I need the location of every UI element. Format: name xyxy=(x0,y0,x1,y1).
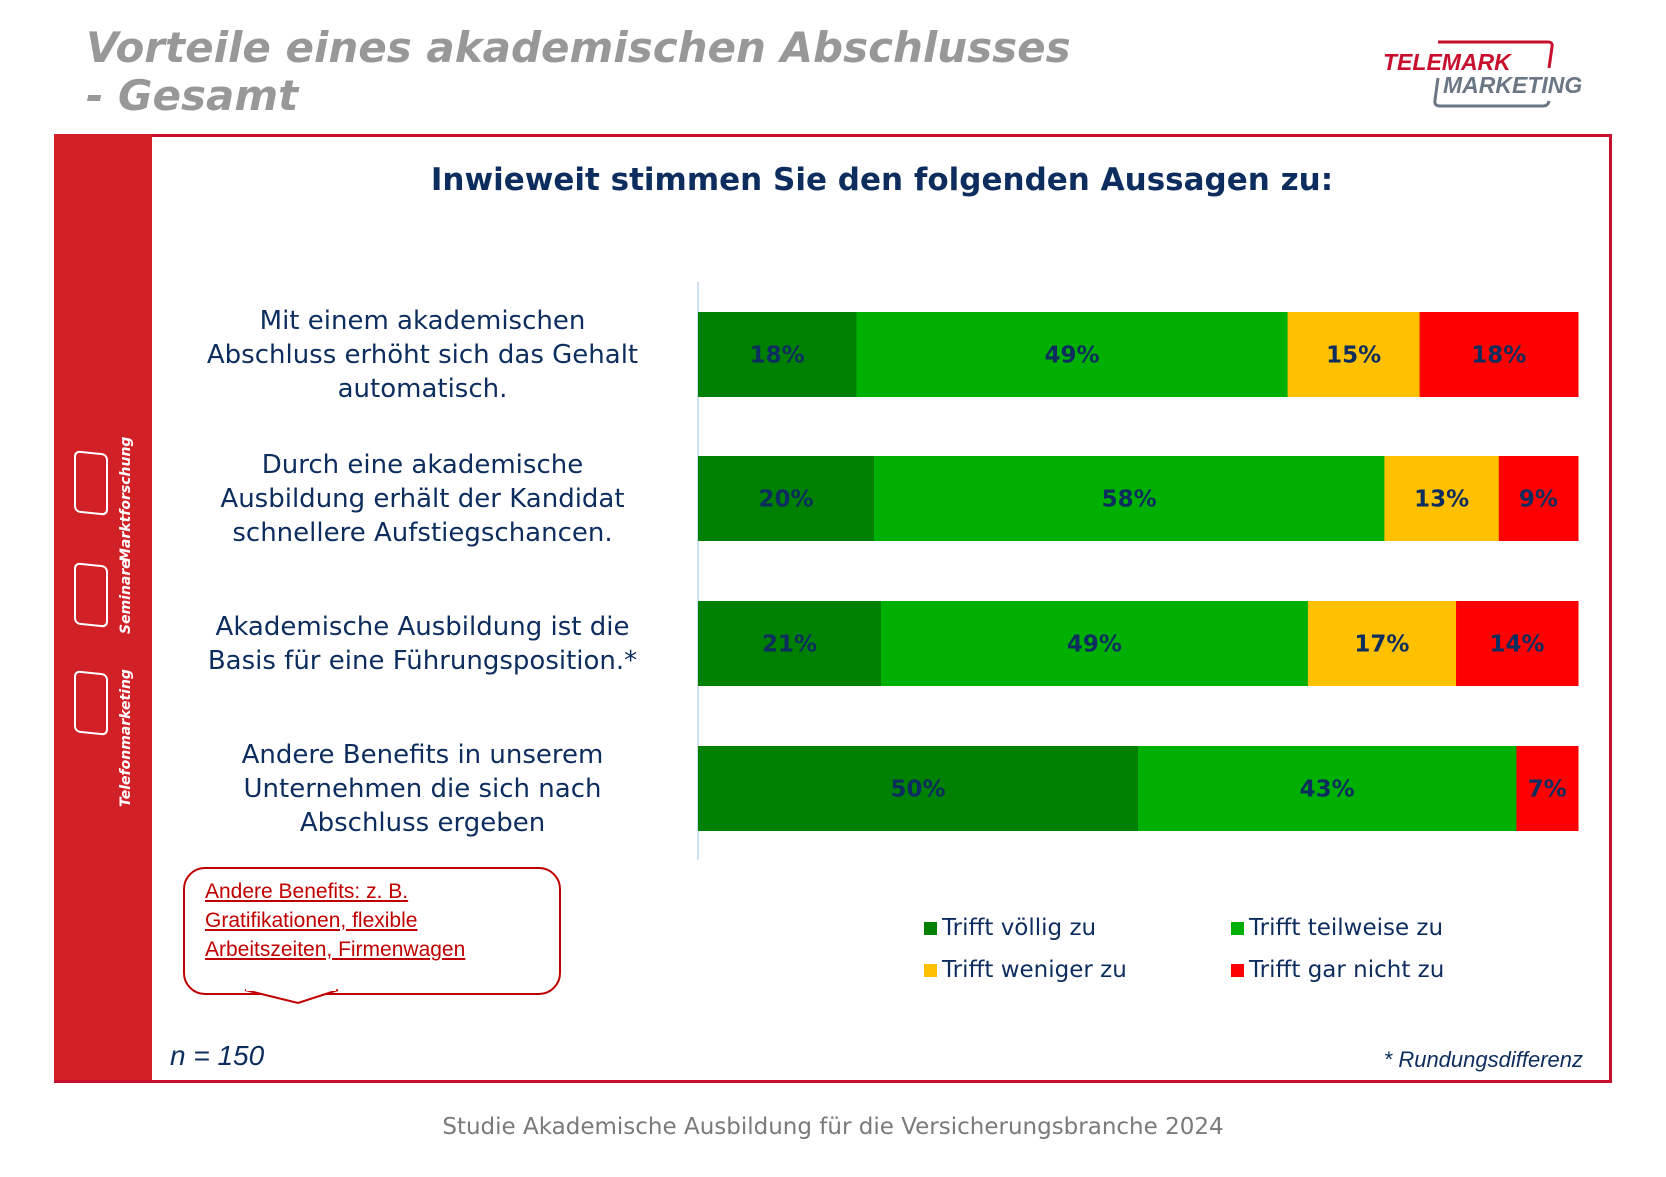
bar-segment xyxy=(1456,601,1579,686)
category-label: Andere Benefits in unserem Unternehmen di… xyxy=(170,738,675,840)
chart-title: Inwieweit stimmen Sie den folgenden Auss… xyxy=(430,162,1334,198)
category-label-line: Ausbildung erhält der Kandidat xyxy=(220,483,625,514)
legend-swatch xyxy=(1231,921,1244,935)
sample-size: n = 150 xyxy=(170,1040,265,1071)
sidebar: Marktforschung Seminare Telefonmarketing xyxy=(54,134,152,1080)
content-frame xyxy=(54,134,1612,1083)
category-label: Mit einem akademischen Abschluss erhöht s… xyxy=(170,304,675,406)
category-label-line: automatisch. xyxy=(337,373,508,404)
logo-text-telemark: TELEMARK xyxy=(1383,49,1512,75)
bar-segment xyxy=(698,456,875,541)
category-label: Akademische Ausbildung ist die Basis für … xyxy=(170,610,675,678)
data-label: 18% xyxy=(750,343,805,369)
bar-segment xyxy=(874,456,1385,541)
data-label: 20% xyxy=(758,487,813,513)
callout-line: Arbeitszeiten, Firmenwagen xyxy=(205,938,466,961)
data-label: 21% xyxy=(762,632,817,658)
legend-item: Trifft völlig zu xyxy=(924,915,1096,941)
legend-label: Trifft gar nicht zu xyxy=(1249,957,1445,983)
data-label: 13% xyxy=(1414,487,1469,513)
logo-text-marketing: MARKETING xyxy=(1443,72,1582,98)
data-label: 15% xyxy=(1326,343,1381,369)
bar-segment xyxy=(698,312,857,397)
category-label-line: schnellere Aufstiegschancen. xyxy=(232,517,613,548)
callout-tail xyxy=(244,989,339,1005)
category-label-line: Abschluss ergeben xyxy=(299,807,546,838)
title-line-2: - Gesamt xyxy=(86,71,299,120)
bar-segment xyxy=(698,746,1139,831)
category-label: Durch eine akademische Ausbildung erhält … xyxy=(170,448,675,550)
bar-segment xyxy=(880,601,1309,686)
category-label-line: Unternehmen die sich nach xyxy=(243,773,602,804)
legend-item: Trifft gar nicht zu xyxy=(1231,957,1444,983)
callout-note: Andere Benefits: z. B. Gratifikationen, … xyxy=(183,867,561,995)
rounding-note: * Rundungsdifferenz xyxy=(1383,1047,1583,1072)
bar-segment xyxy=(1287,312,1421,397)
bar-segment xyxy=(1307,601,1457,686)
bar-segment xyxy=(698,601,882,686)
footer-source: Studie Akademische Ausbildung für die Ve… xyxy=(442,1114,1224,1140)
data-label: 43% xyxy=(1300,777,1355,803)
data-label: 9% xyxy=(1519,487,1558,513)
category-label-line: Durch eine akademische xyxy=(261,449,584,480)
data-label: 49% xyxy=(1044,343,1099,369)
category-label-line: Abschluss erhöht sich das Gehalt xyxy=(206,339,639,370)
data-label: 17% xyxy=(1354,632,1409,658)
title-line-1: Vorteile eines akademischen Abschlusses xyxy=(86,23,1071,72)
data-label: 49% xyxy=(1067,632,1122,658)
legend-swatch xyxy=(924,963,937,977)
category-label-line: Basis für eine Führungsposition.* xyxy=(207,645,638,676)
telemark-logo: TELEMARK MARKETING xyxy=(1383,40,1582,108)
category-label-line: Andere Benefits in unserem xyxy=(241,739,604,770)
legend-swatch xyxy=(924,921,937,935)
data-label: 18% xyxy=(1471,343,1526,369)
legend-label: Trifft weniger zu xyxy=(942,957,1127,983)
bar-segment xyxy=(856,312,1289,397)
bar-segment xyxy=(1516,746,1579,831)
bar-segment xyxy=(1498,456,1579,541)
legend-item: Trifft teilweise zu xyxy=(1231,915,1443,941)
slide-title: Vorteile eines akademischen Abschlusses … xyxy=(86,24,1071,120)
callout-line: Gratifikationen, flexible xyxy=(205,909,418,932)
data-label: 14% xyxy=(1489,632,1544,658)
legend-swatch xyxy=(1231,963,1244,977)
category-label-line: Mit einem akademischen xyxy=(259,305,586,336)
legend-item: Trifft weniger zu xyxy=(924,957,1127,983)
callout-line: Andere Benefits: z. B. xyxy=(205,880,409,903)
data-label: 58% xyxy=(1102,487,1157,513)
bar-segment xyxy=(1384,456,1500,541)
bar-segment xyxy=(1138,746,1517,831)
category-label-line: Akademische Ausbildung ist die xyxy=(215,611,630,642)
data-label: 50% xyxy=(890,777,945,803)
legend-label: Trifft teilweise zu xyxy=(1249,915,1444,941)
bar-segment xyxy=(1419,312,1579,397)
legend-label: Trifft völlig zu xyxy=(942,915,1097,941)
data-label: 7% xyxy=(1528,777,1567,803)
